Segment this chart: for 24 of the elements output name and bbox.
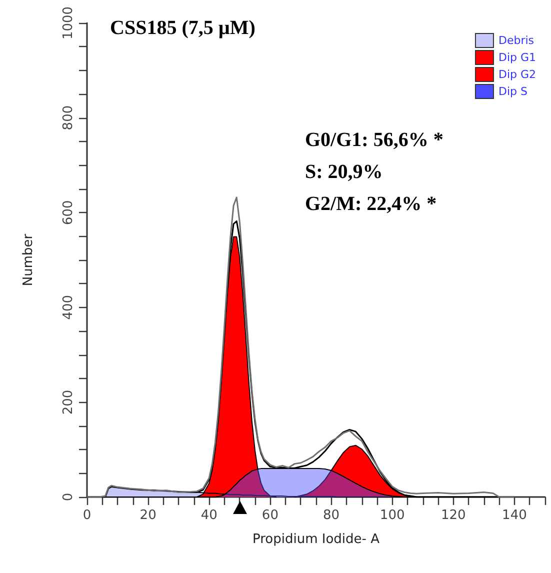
y-axis-title: Number [21,233,36,286]
annotation: S: 20,9% [305,161,383,183]
x-tick-label: 140 [502,508,527,523]
legend-label: Dip G1 [498,51,536,64]
annotation: G0/G1: 56,6% * [305,129,444,151]
legend-label: Dip S [498,85,528,98]
x-tick-label: 80 [322,508,340,523]
x-tick-label: 120 [440,508,466,523]
y-tick-label: 600 [61,200,76,226]
chart-title: CSS185 (7,5 µM) [110,17,256,39]
x-tick-label: 0 [82,508,92,523]
y-tick-label: 1000 [61,6,76,40]
y-tick-label: 0 [61,492,76,502]
y-tick-label: 400 [61,294,76,320]
legend-label: Debris [498,34,534,47]
x-tick-label: 40 [200,508,218,523]
legend-label: Dip G2 [498,68,536,81]
y-tick-label: 800 [61,105,76,130]
y-tick-label: 200 [61,390,76,415]
x-tick-label: 100 [380,508,405,523]
annotation: G2/M: 22,4% * [305,193,437,215]
x-axis-title: Propidium Iodide- A [252,532,380,547]
x-tick-label: 60 [262,508,278,523]
x-tick-label: 20 [140,508,156,523]
